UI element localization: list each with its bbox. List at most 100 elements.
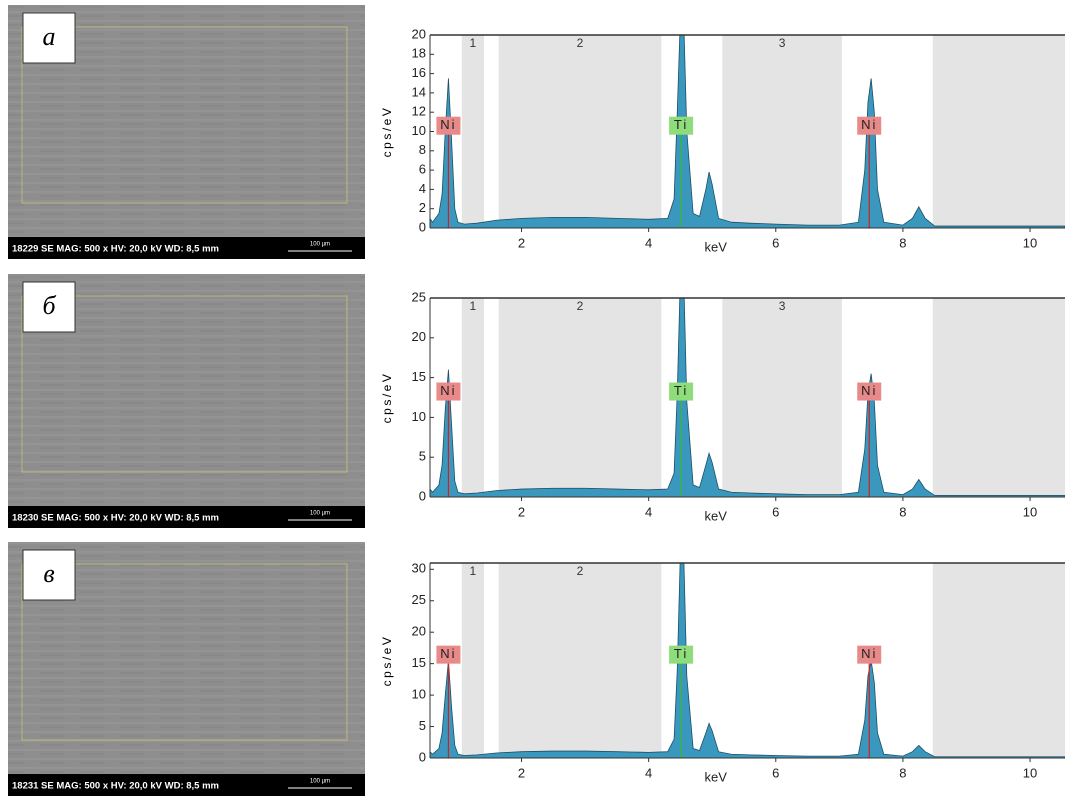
sem-caption: 18230 SE MAG: 500 x HV: 20,0 kV WD: 8,5 … — [12, 513, 219, 524]
analysis-frame — [21, 26, 348, 204]
peak-label-box — [857, 116, 882, 135]
peak-label-box — [669, 645, 694, 664]
y-tick-label: 0 — [419, 488, 426, 503]
y-tick-label: 30 — [412, 561, 426, 576]
x-axis-label: keV — [705, 508, 728, 523]
panel-letter: б — [42, 291, 56, 320]
y-tick-label: 25 — [412, 592, 426, 607]
region-band — [932, 563, 1065, 758]
region-label: 1 — [470, 564, 477, 578]
peak-label: Ni — [861, 646, 877, 661]
sem-caption: 18229 SE MAG: 500 x HV: 20,0 kV WD: 8,5 … — [12, 244, 219, 255]
x-axis-label: keV — [705, 239, 728, 254]
region-label: 1 — [470, 36, 477, 50]
y-tick-label: 25 — [412, 289, 426, 304]
peak-label-box — [436, 645, 461, 664]
letter-box — [22, 549, 76, 601]
peak-label: Ni — [861, 383, 877, 398]
y-tick-label: 0 — [419, 219, 426, 234]
y-tick-label: 8 — [419, 142, 426, 157]
y-tick-label: 12 — [412, 104, 426, 119]
x-tick-label: 4 — [645, 765, 652, 780]
peak-label-box — [857, 645, 882, 664]
peak-label: Ti — [674, 383, 688, 398]
region-label: 3 — [779, 36, 786, 50]
y-tick-label: 5 — [419, 449, 426, 464]
y-tick-label: 4 — [419, 181, 426, 196]
peak-label-box — [669, 116, 694, 135]
x-tick-label: 4 — [645, 504, 652, 519]
y-axis-label: cps/eV — [380, 106, 394, 158]
region-label: 3 — [779, 299, 786, 313]
x-tick-label: 2 — [518, 235, 525, 250]
region-band — [932, 298, 1065, 497]
region-label: 2 — [577, 564, 584, 578]
x-tick-label: 2 — [518, 765, 525, 780]
y-axis-label: cps/eV — [380, 635, 394, 687]
y-axis-label: cps/eV — [380, 372, 394, 424]
region-band — [498, 35, 662, 228]
y-tick-label: 10 — [412, 409, 426, 424]
analysis-frame — [21, 295, 348, 473]
caption-bar — [8, 506, 365, 528]
scale-label: 100 µm — [310, 779, 330, 785]
region-label: 1 — [470, 299, 477, 313]
peak-label-box — [857, 382, 882, 401]
y-tick-label: 14 — [412, 84, 426, 99]
x-tick-label: 8 — [899, 765, 906, 780]
y-tick-label: 20 — [412, 26, 426, 41]
y-tick-label: 16 — [412, 65, 426, 80]
y-tick-label: 10 — [412, 687, 426, 702]
x-tick-label: 10 — [1023, 504, 1037, 519]
letter-box — [22, 12, 76, 64]
peak-label: Ti — [674, 117, 688, 132]
x-tick-label: 10 — [1023, 235, 1037, 250]
x-tick-label: 6 — [772, 504, 779, 519]
peak-label: Ni — [861, 117, 877, 132]
peak-label: Ti — [674, 646, 688, 661]
y-tick-label: 15 — [412, 655, 426, 670]
x-tick-label: 8 — [899, 504, 906, 519]
y-tick-label: 10 — [412, 123, 426, 138]
analysis-frame — [21, 563, 348, 741]
peak-label: Ni — [440, 646, 456, 661]
peak-label: Ni — [440, 383, 456, 398]
region-band — [722, 298, 842, 497]
x-tick-label: 2 — [518, 504, 525, 519]
y-tick-label: 6 — [419, 162, 426, 177]
scale-label: 100 µm — [310, 511, 330, 517]
x-tick-label: 8 — [899, 235, 906, 250]
y-tick-label: 20 — [412, 624, 426, 639]
y-tick-label: 5 — [419, 718, 426, 733]
spectrum-chart: 1 2 3 0 5 10 15 20 25 2 4 6 8 10 Ni Ti Ni keV cps/eV — [380, 289, 1065, 523]
scale-label: 100 µm — [310, 242, 330, 248]
x-axis-label: keV — [705, 769, 728, 784]
letter-box — [22, 281, 76, 333]
panel-letter: в — [43, 559, 54, 588]
y-tick-label: 0 — [419, 749, 426, 764]
peak-label: Ni — [440, 117, 456, 132]
x-tick-label: 6 — [772, 235, 779, 250]
spectrum-area — [430, 298, 1065, 497]
peak-label-box — [669, 382, 694, 401]
region-label: 2 — [577, 299, 584, 313]
region-band — [498, 563, 662, 758]
y-tick-label: 20 — [412, 329, 426, 344]
panel-letter: а — [43, 22, 56, 51]
caption-bar — [8, 774, 365, 796]
x-tick-label: 6 — [772, 765, 779, 780]
peak-label-box — [436, 116, 461, 135]
region-label: 2 — [577, 36, 584, 50]
y-tick-label: 15 — [412, 369, 426, 384]
spectrum-area — [430, 35, 1065, 228]
caption-bar — [8, 237, 365, 259]
y-tick-label: 2 — [419, 200, 426, 215]
x-tick-label: 10 — [1023, 765, 1037, 780]
sem-caption: 18231 SE MAG: 500 x HV: 20,0 kV WD: 8,5 … — [12, 781, 219, 792]
region-band — [498, 298, 662, 497]
region-band — [722, 35, 842, 228]
region-band — [461, 35, 485, 228]
